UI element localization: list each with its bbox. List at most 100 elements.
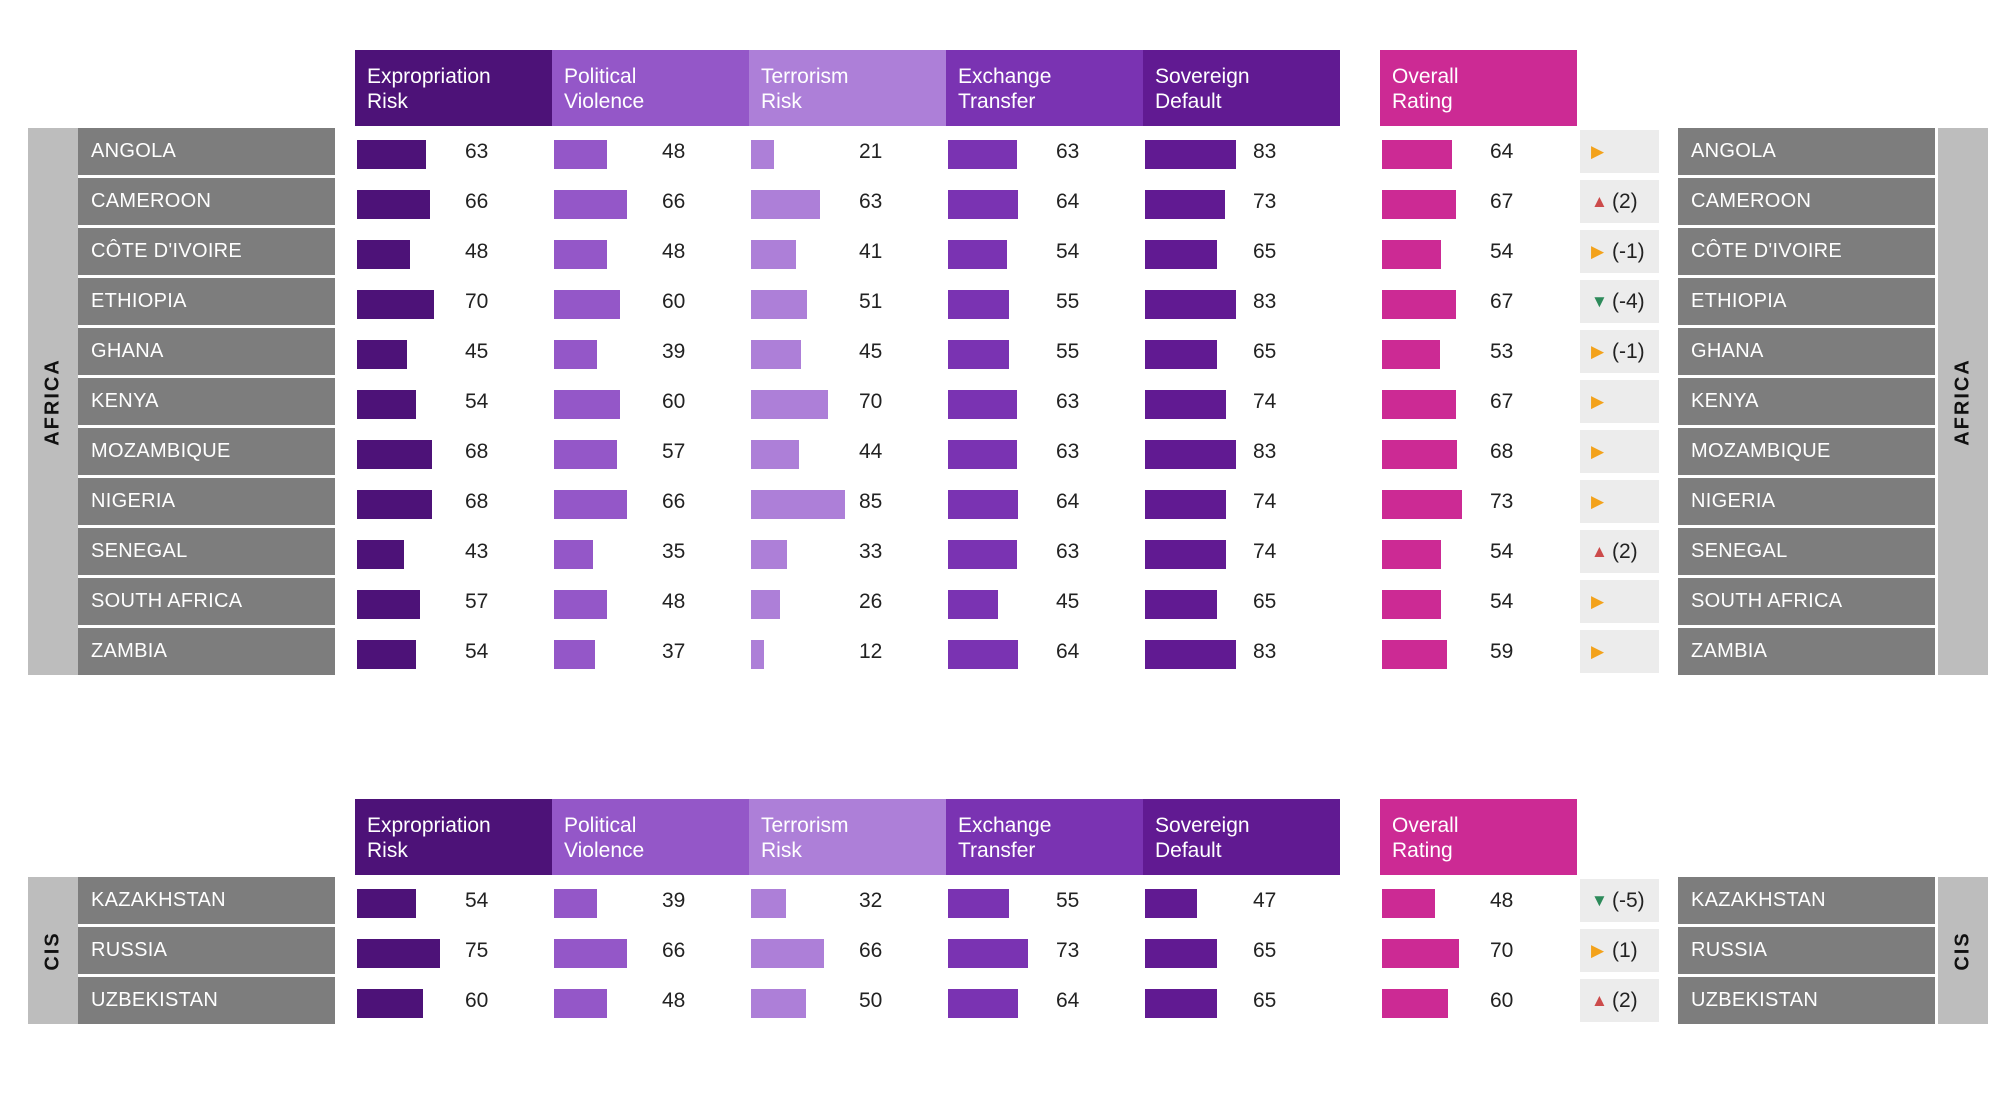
bar-exchange <box>948 490 1018 519</box>
bar-terrorism <box>751 140 774 169</box>
value-label-terrorism: 12 <box>859 640 883 663</box>
country-name-right: KENYA <box>1678 378 1935 425</box>
rating-change: ▶ <box>1580 380 1659 423</box>
bar-expropriation <box>357 590 420 619</box>
bar-exchange <box>948 140 1017 169</box>
country-name-left: SENEGAL <box>78 528 335 575</box>
value-label-expropriation: 54 <box>465 390 489 413</box>
region-label-africa-right: AFRICA <box>1938 128 1988 675</box>
bar-political <box>554 590 607 619</box>
value-label-sovereign: 47 <box>1253 889 1277 912</box>
bar-sovereign <box>1145 640 1236 669</box>
data-row-zambia: 54 37 12 64 83 59 ▶ <box>0 628 2000 675</box>
rating-change-value: (2) <box>1612 540 1638 563</box>
value-label-sovereign: 65 <box>1253 989 1277 1012</box>
value-label-overall: 68 <box>1490 440 1514 463</box>
bar-exchange <box>948 440 1017 469</box>
bar-terrorism <box>751 989 806 1018</box>
value-label-political: 48 <box>662 240 686 263</box>
value-label-overall: 48 <box>1490 889 1514 912</box>
bar-expropriation <box>357 390 416 419</box>
rating-change: ▲ (2) <box>1580 530 1659 573</box>
value-label-overall: 64 <box>1490 140 1514 163</box>
value-label-political: 48 <box>662 140 686 163</box>
value-label-expropriation: 60 <box>465 989 489 1012</box>
value-label-terrorism: 21 <box>859 140 883 163</box>
bar-terrorism <box>751 540 787 569</box>
rating-change-value: (-5) <box>1612 889 1645 912</box>
country-name-left: SOUTH AFRICA <box>78 578 335 625</box>
value-label-political: 39 <box>662 889 686 912</box>
value-label-overall: 70 <box>1490 939 1514 962</box>
bar-exchange <box>948 290 1009 319</box>
data-row-angola: 63 48 21 63 83 64 ▶ <box>0 128 2000 175</box>
value-label-overall: 59 <box>1490 640 1514 663</box>
value-label-overall: 60 <box>1490 989 1514 1012</box>
value-label-exchange: 55 <box>1056 889 1080 912</box>
bar-expropriation <box>357 440 432 469</box>
value-label-exchange: 55 <box>1056 290 1080 313</box>
trend-neutral-icon: ▶ <box>1591 492 1605 511</box>
trend-down-icon: ▼ <box>1591 292 1608 311</box>
value-label-sovereign: 65 <box>1253 939 1277 962</box>
country-name-left: KAZAKHSTAN <box>78 877 335 924</box>
bar-exchange <box>948 640 1018 669</box>
region-label-cis-left: CIS <box>28 877 78 1024</box>
bar-sovereign <box>1145 939 1217 968</box>
value-label-exchange: 73 <box>1056 939 1080 962</box>
value-label-sovereign: 73 <box>1253 190 1277 213</box>
trend-neutral-icon: ▶ <box>1591 392 1605 411</box>
bar-terrorism <box>751 240 796 269</box>
value-label-political: 48 <box>662 989 686 1012</box>
bar-political <box>554 490 627 519</box>
data-row-kenya: 54 60 70 63 74 67 ▶ <box>0 378 2000 425</box>
value-label-overall: 67 <box>1490 290 1514 313</box>
bar-sovereign <box>1145 290 1236 319</box>
value-label-terrorism: 66 <box>859 939 883 962</box>
column-header-terrorism: Terrorism Risk <box>749 799 946 875</box>
value-label-exchange: 63 <box>1056 440 1080 463</box>
value-label-overall: 54 <box>1490 590 1514 613</box>
bar-political <box>554 440 617 469</box>
value-label-political: 57 <box>662 440 686 463</box>
bar-terrorism <box>751 590 780 619</box>
country-name-left: KENYA <box>78 378 335 425</box>
value-label-expropriation: 48 <box>465 240 489 263</box>
value-label-sovereign: 65 <box>1253 340 1277 363</box>
bar-expropriation <box>357 240 410 269</box>
rating-change: ▶ (1) <box>1580 929 1659 972</box>
value-label-sovereign: 83 <box>1253 640 1277 663</box>
value-label-political: 66 <box>662 190 686 213</box>
bar-exchange <box>948 540 1017 569</box>
value-label-political: 66 <box>662 939 686 962</box>
column-header-sovereign: Sovereign Default <box>1143 50 1340 126</box>
bar-overall <box>1382 290 1456 319</box>
value-label-overall: 53 <box>1490 340 1514 363</box>
bar-sovereign <box>1145 490 1226 519</box>
bar-sovereign <box>1145 140 1236 169</box>
data-row-south-africa: 57 48 26 45 65 54 ▶ <box>0 578 2000 625</box>
value-label-sovereign: 65 <box>1253 240 1277 263</box>
country-name-right: MOZAMBIQUE <box>1678 428 1935 475</box>
value-label-terrorism: 50 <box>859 989 883 1012</box>
value-label-expropriation: 66 <box>465 190 489 213</box>
bar-exchange <box>948 939 1028 968</box>
value-label-sovereign: 83 <box>1253 140 1277 163</box>
data-row-nigeria: 68 66 85 64 74 73 ▶ <box>0 478 2000 525</box>
bar-expropriation <box>357 490 432 519</box>
column-header-political: Political Violence <box>552 50 749 126</box>
value-label-sovereign: 83 <box>1253 290 1277 313</box>
country-name-right: SOUTH AFRICA <box>1678 578 1935 625</box>
rating-change-value: (-1) <box>1612 340 1645 363</box>
country-name-left: MOZAMBIQUE <box>78 428 335 475</box>
value-label-terrorism: 44 <box>859 440 883 463</box>
country-name-right: RUSSIA <box>1678 927 1935 974</box>
bar-exchange <box>948 590 998 619</box>
bar-sovereign <box>1145 440 1236 469</box>
trend-neutral-icon: ▶ <box>1591 142 1605 161</box>
bar-overall <box>1382 190 1456 219</box>
value-label-exchange: 45 <box>1056 590 1080 613</box>
bar-overall <box>1382 440 1457 469</box>
bar-terrorism <box>751 490 845 519</box>
value-label-expropriation: 68 <box>465 440 489 463</box>
